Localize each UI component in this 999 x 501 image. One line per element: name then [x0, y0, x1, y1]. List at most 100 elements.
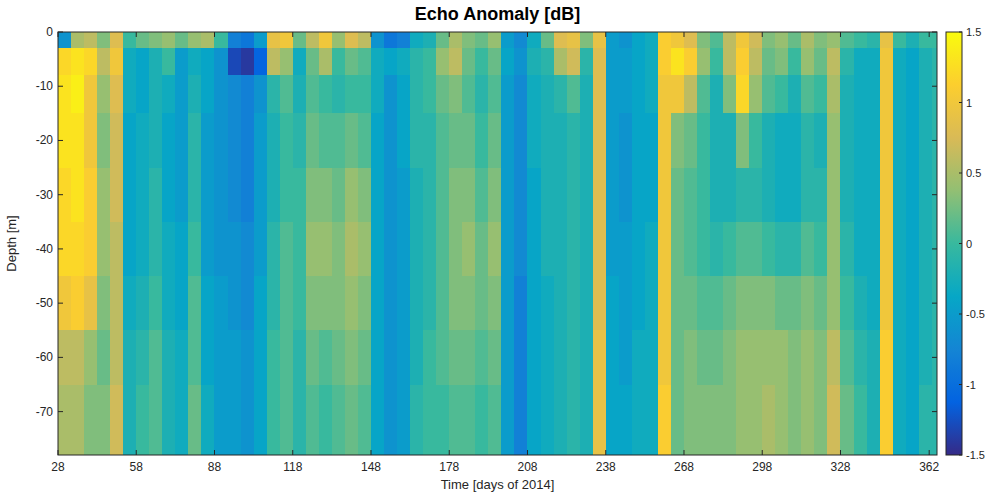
cell: [384, 168, 398, 223]
cell: [567, 385, 581, 456]
cell: [410, 48, 424, 76]
cell: [214, 330, 228, 385]
cell: [541, 168, 555, 223]
cell: [488, 113, 502, 168]
cell: [632, 276, 646, 331]
x-tick: [214, 32, 215, 37]
cell: [267, 32, 281, 49]
cell: [58, 75, 72, 114]
x-axis-title: Time [days of 2014]: [441, 477, 555, 492]
cell: [514, 32, 528, 49]
cell: [293, 385, 307, 456]
cell: [149, 32, 163, 49]
cell: [632, 48, 646, 76]
cell: [645, 385, 659, 456]
cell: [840, 32, 854, 49]
cell: [606, 222, 620, 277]
cell: [97, 48, 111, 76]
cell: [906, 330, 920, 385]
cell: [593, 330, 607, 385]
cell: [214, 168, 228, 223]
cell: [919, 276, 933, 331]
cell: [723, 276, 737, 331]
cell: [697, 48, 711, 76]
cell: [201, 385, 215, 456]
cell: [162, 222, 176, 277]
cell: [462, 222, 476, 277]
cell: [358, 222, 372, 277]
cell: [619, 48, 633, 76]
cell: [697, 113, 711, 168]
cell: [332, 113, 346, 168]
cell: [854, 385, 868, 456]
cell: [462, 276, 476, 331]
cell: [801, 168, 815, 223]
cell: [697, 32, 711, 49]
cell: [554, 113, 568, 168]
cell: [645, 32, 659, 49]
cell: [736, 75, 750, 114]
cell: [684, 168, 698, 223]
cell: [527, 32, 541, 49]
cell: [801, 32, 815, 49]
cell: [267, 113, 281, 168]
cell: [280, 32, 294, 49]
cell: [814, 385, 828, 456]
cell: [449, 32, 463, 49]
cell: [801, 276, 815, 331]
cell: [423, 48, 437, 76]
cell: [319, 330, 333, 385]
cell: [749, 32, 763, 49]
cell: [110, 48, 124, 76]
cell: [671, 113, 685, 168]
cell: [788, 32, 802, 49]
cell: [762, 330, 776, 385]
cell: [462, 330, 476, 385]
cell: [893, 48, 907, 76]
cell: [462, 168, 476, 223]
colorbar: [946, 32, 962, 455]
cell: [71, 32, 85, 49]
cell: [188, 385, 202, 456]
cell: [267, 222, 281, 277]
cell: [501, 113, 515, 168]
cell: [645, 75, 659, 114]
cell: [84, 75, 98, 114]
cell: [645, 222, 659, 277]
cell: [488, 385, 502, 456]
cell: [593, 48, 607, 76]
cell: [893, 276, 907, 331]
cell: [228, 75, 242, 114]
cell: [723, 113, 737, 168]
cell: [475, 48, 489, 76]
cell: [619, 75, 633, 114]
cell: [684, 385, 698, 456]
cell: [254, 168, 268, 223]
cell: [241, 113, 255, 168]
cell: [593, 276, 607, 331]
cell: [488, 330, 502, 385]
cell: [906, 113, 920, 168]
cell: [580, 222, 594, 277]
cell: [306, 168, 320, 223]
cell: [58, 168, 72, 223]
cell: [254, 32, 268, 49]
cell: [827, 113, 841, 168]
cell: [358, 113, 372, 168]
cell: [84, 385, 98, 456]
cell: [345, 48, 359, 76]
cell: [880, 276, 894, 331]
cell: [554, 48, 568, 76]
cell: [280, 75, 294, 114]
cell: [919, 222, 933, 277]
x-tick-label: 208: [517, 460, 537, 474]
cell: [919, 330, 933, 385]
cell: [58, 32, 72, 49]
cell: [123, 113, 137, 168]
cell: [567, 330, 581, 385]
x-tick: [370, 450, 371, 455]
cell: [906, 385, 920, 456]
y-tick: [932, 140, 937, 141]
y-tick: [932, 303, 937, 304]
y-tick: [58, 194, 63, 195]
